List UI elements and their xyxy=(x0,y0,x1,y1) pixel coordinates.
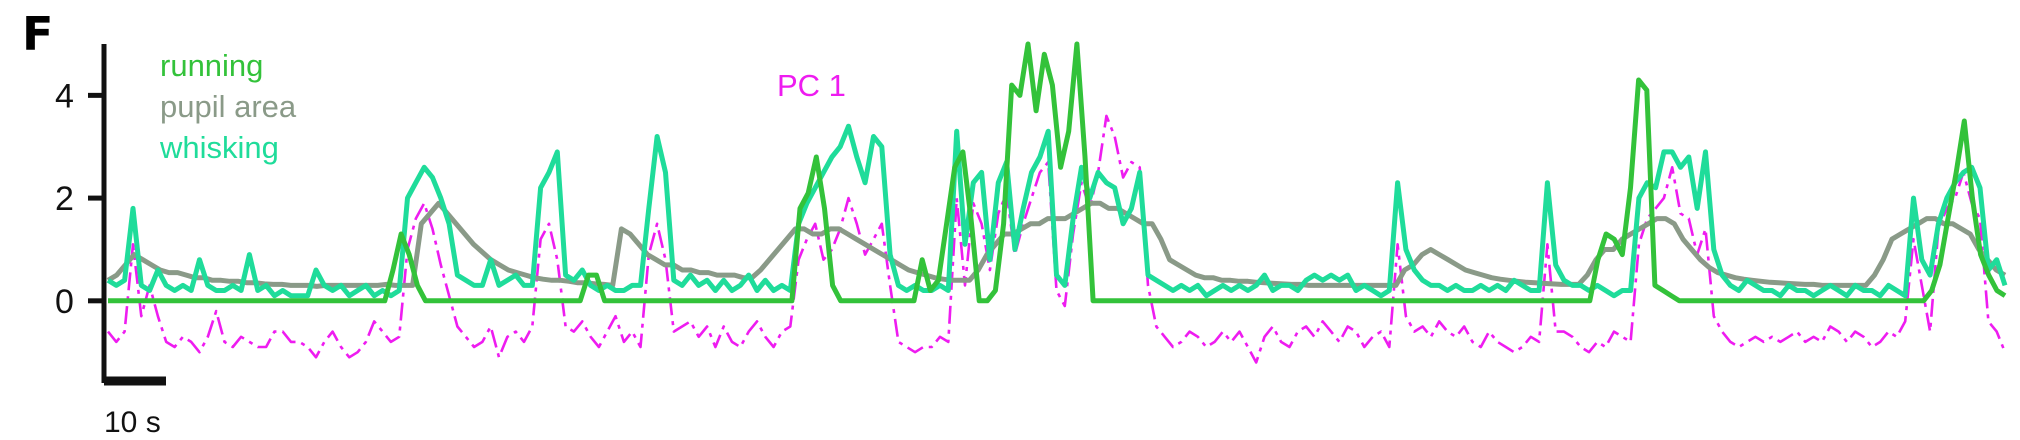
y-ticks: 0 2 4 xyxy=(55,77,104,321)
legend-running: running xyxy=(160,48,263,83)
series-layer xyxy=(106,41,2008,364)
series-line-pupil-area xyxy=(106,200,2007,289)
legend-pupil-area: pupil area xyxy=(160,89,297,124)
legend: running pupil area whisking PC 1 xyxy=(159,48,846,165)
series-line-pc-1 xyxy=(106,114,2007,364)
y-tick-label-2: 4 xyxy=(55,77,74,115)
series-line-running xyxy=(108,41,2007,304)
y-tick-label-1: 2 xyxy=(55,180,74,218)
scale-bar-label: 10 s xyxy=(104,406,161,439)
series-line-whisking xyxy=(106,123,2008,299)
legend-whisking: whisking xyxy=(159,130,279,165)
panel-label: F xyxy=(22,7,53,61)
y-tick-label-0: 0 xyxy=(55,283,74,321)
legend-pc1: PC 1 xyxy=(777,68,846,103)
